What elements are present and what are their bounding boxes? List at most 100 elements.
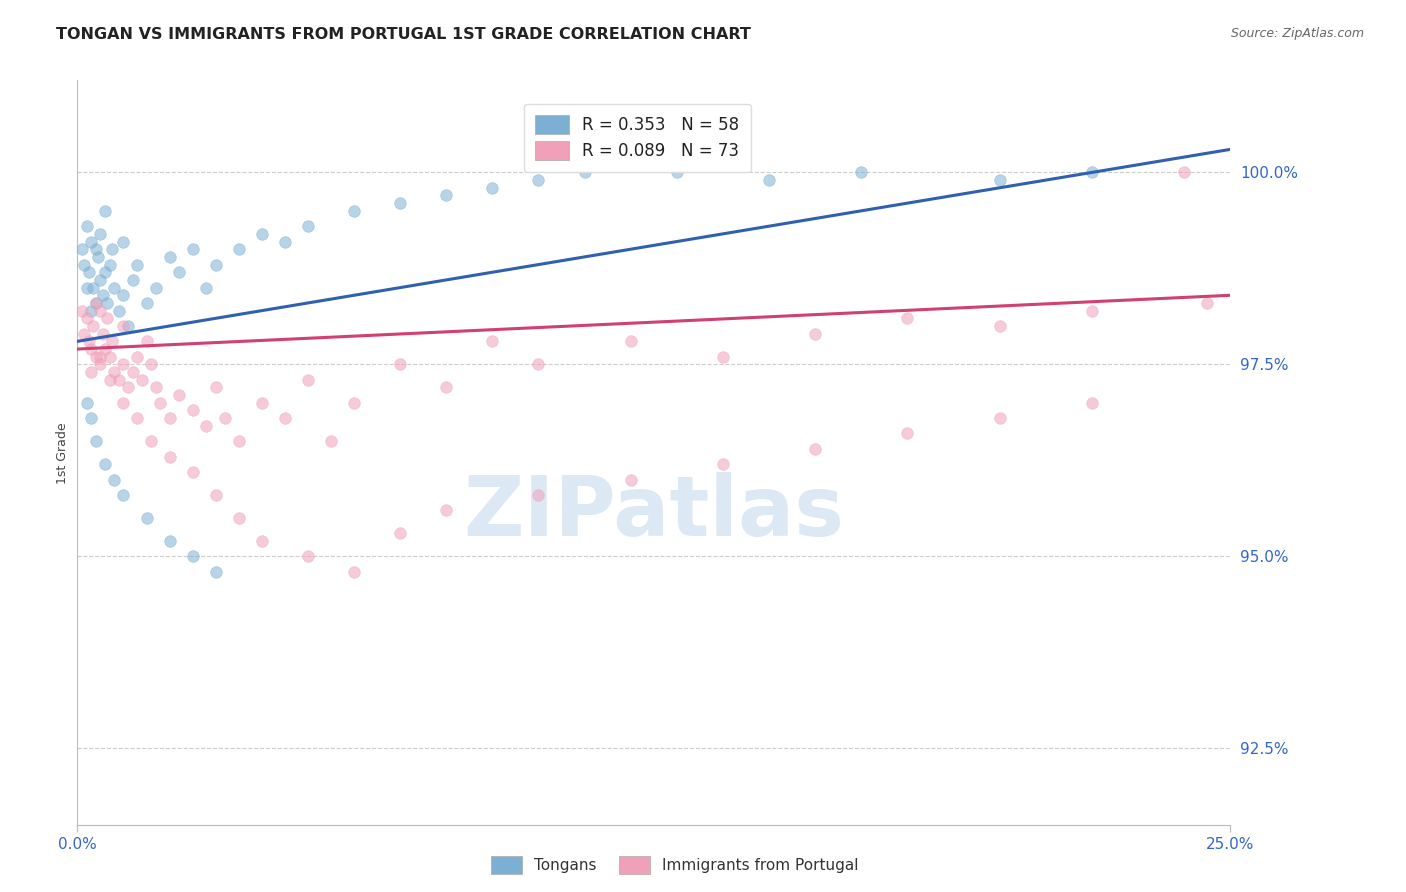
Point xyxy=(112,396,135,410)
Point xyxy=(274,411,297,425)
Point xyxy=(181,403,204,417)
Point xyxy=(80,303,103,318)
Point xyxy=(389,526,412,541)
Point xyxy=(159,450,181,464)
Point xyxy=(98,373,121,387)
Point xyxy=(84,434,107,449)
Point xyxy=(89,227,111,241)
Point xyxy=(101,334,124,349)
Point xyxy=(297,373,319,387)
Point xyxy=(139,434,162,449)
Point xyxy=(988,173,1011,187)
Point xyxy=(94,342,117,356)
Point xyxy=(70,303,93,318)
Point xyxy=(988,411,1011,425)
Point xyxy=(527,488,550,502)
Point xyxy=(127,350,149,364)
Point xyxy=(434,380,457,394)
Point xyxy=(274,235,297,249)
Point xyxy=(76,396,98,410)
Point xyxy=(527,173,550,187)
Point xyxy=(204,565,226,579)
Point xyxy=(77,334,100,349)
Point xyxy=(108,303,131,318)
Point xyxy=(84,242,107,256)
Point xyxy=(665,165,688,179)
Point xyxy=(101,242,124,256)
Point xyxy=(711,350,734,364)
Point xyxy=(297,549,319,564)
Point xyxy=(84,296,107,310)
Point xyxy=(434,188,457,202)
Point xyxy=(896,426,918,441)
Point xyxy=(127,411,149,425)
Point xyxy=(121,365,143,379)
Point xyxy=(112,288,135,302)
Point xyxy=(319,434,342,449)
Point xyxy=(135,334,157,349)
Point xyxy=(181,242,204,256)
Point xyxy=(250,396,273,410)
Point xyxy=(121,273,143,287)
Point xyxy=(112,318,135,333)
Point xyxy=(80,235,103,249)
Point xyxy=(1081,303,1104,318)
Point xyxy=(70,242,93,256)
Point xyxy=(297,219,319,234)
Point xyxy=(228,242,250,256)
Point xyxy=(481,181,503,195)
Point xyxy=(117,318,139,333)
Point xyxy=(82,318,104,333)
Point xyxy=(91,326,114,341)
Point xyxy=(181,549,204,564)
Point xyxy=(76,311,98,326)
Point xyxy=(195,280,218,294)
Text: TONGAN VS IMMIGRANTS FROM PORTUGAL 1ST GRADE CORRELATION CHART: TONGAN VS IMMIGRANTS FROM PORTUGAL 1ST G… xyxy=(56,27,751,42)
Point xyxy=(94,457,117,471)
Point xyxy=(250,227,273,241)
Point xyxy=(1081,165,1104,179)
Point xyxy=(149,396,172,410)
Point xyxy=(98,258,121,272)
Point xyxy=(80,342,103,356)
Point xyxy=(91,288,114,302)
Point xyxy=(112,235,135,249)
Point xyxy=(620,334,643,349)
Point xyxy=(159,533,181,548)
Point xyxy=(343,396,366,410)
Point xyxy=(204,380,226,394)
Point xyxy=(389,358,412,372)
Point xyxy=(117,380,139,394)
Point xyxy=(112,358,135,372)
Legend: Tongans, Immigrants from Portugal: Tongans, Immigrants from Portugal xyxy=(485,850,865,880)
Point xyxy=(988,318,1011,333)
Point xyxy=(76,280,98,294)
Y-axis label: 1st Grade: 1st Grade xyxy=(56,422,69,483)
Point xyxy=(77,265,100,279)
Point xyxy=(145,380,167,394)
Point xyxy=(527,358,550,372)
Point xyxy=(103,473,125,487)
Point xyxy=(389,196,412,211)
Point xyxy=(89,303,111,318)
Point xyxy=(80,411,103,425)
Point xyxy=(112,488,135,502)
Point xyxy=(89,273,111,287)
Point xyxy=(145,280,167,294)
Legend: R = 0.353   N = 58, R = 0.089   N = 73: R = 0.353 N = 58, R = 0.089 N = 73 xyxy=(524,103,751,172)
Point xyxy=(711,457,734,471)
Point xyxy=(135,296,157,310)
Point xyxy=(96,296,118,310)
Point xyxy=(228,511,250,525)
Point xyxy=(343,203,366,218)
Point xyxy=(103,365,125,379)
Point xyxy=(127,258,149,272)
Point xyxy=(1173,165,1195,179)
Point xyxy=(434,503,457,517)
Point xyxy=(343,565,366,579)
Point xyxy=(159,250,181,264)
Point xyxy=(89,358,111,372)
Point xyxy=(159,411,181,425)
Point xyxy=(73,326,96,341)
Point xyxy=(108,373,131,387)
